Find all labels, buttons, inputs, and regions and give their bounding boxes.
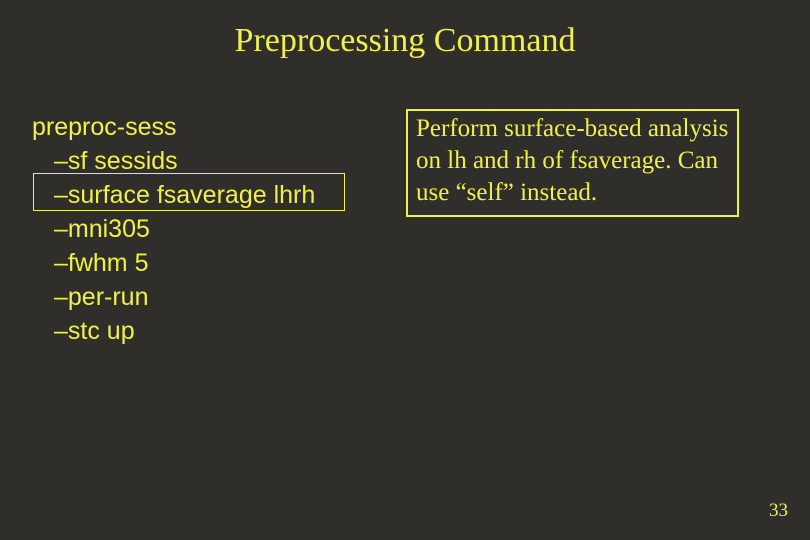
- option-line: –per-run: [32, 280, 315, 314]
- description-box: Perform surface-based analysis on lh and…: [406, 109, 739, 217]
- highlight-box: [33, 173, 345, 211]
- option-line: –mni305: [32, 212, 315, 246]
- option-line: –fwhm 5: [32, 246, 315, 280]
- page-number: 33: [769, 500, 788, 522]
- command-name: preproc-sess: [32, 110, 315, 144]
- slide-title: Preprocessing Command: [0, 22, 810, 60]
- option-line: –stc up: [32, 314, 315, 348]
- command-block: preproc-sess –sf sessids –surface fsaver…: [32, 110, 315, 348]
